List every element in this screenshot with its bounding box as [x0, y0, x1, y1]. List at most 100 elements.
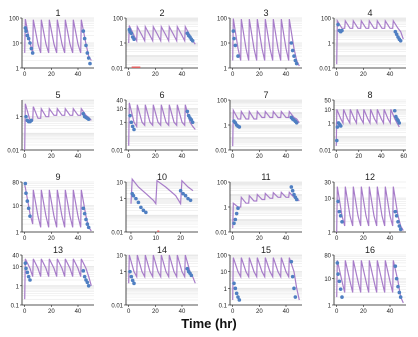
observed-point [293, 295, 298, 299]
observed-point [128, 113, 132, 118]
observed-point [28, 278, 32, 282]
model-line [336, 186, 404, 233]
y-tick-label: 1 [224, 206, 228, 212]
observed-point [24, 114, 28, 119]
y-tick-label: 0.01 [111, 231, 123, 237]
y-tick-label: 100 [321, 17, 332, 23]
observed-point [398, 38, 403, 43]
y-tick-label: 1 [224, 287, 228, 293]
observed-point [231, 29, 236, 33]
x-tick-label: 0 [23, 236, 27, 242]
x-tick-label: 10 [152, 236, 159, 242]
observed-point [189, 273, 194, 278]
observed-point [237, 298, 242, 302]
y-tick-label: 40 [12, 254, 19, 260]
x-tick-label: 40 [378, 154, 385, 160]
x-tick-label: 0 [127, 154, 131, 160]
y-tick-label: 10 [324, 197, 331, 203]
model-line [130, 177, 194, 206]
observed-point [393, 264, 398, 268]
panel-title: 7 [263, 90, 268, 100]
x-tick-label: 40 [387, 72, 394, 78]
observed-point [84, 43, 88, 48]
observed-point [130, 278, 135, 283]
y-tick-label: 10 [220, 270, 227, 276]
panel-title: 3 [263, 8, 268, 18]
observed-point [25, 199, 30, 203]
observed-point [86, 117, 91, 122]
x-tick-label: 40 [283, 154, 290, 160]
panel-15: 15 0.1 1 10 100 0 20 40 [217, 245, 302, 315]
model-line [335, 109, 400, 146]
model-line [232, 257, 300, 301]
observed-point [25, 33, 30, 38]
x-tick-label: 60 [400, 154, 407, 160]
y-tick-label: 1 [16, 115, 20, 121]
x-tick-label: 0 [129, 236, 133, 242]
panel-title: 8 [367, 90, 372, 100]
x-tick-label: 40 [75, 154, 82, 160]
observed-point [338, 124, 343, 128]
y-tick-label: 10 [324, 277, 331, 283]
panel-title: 5 [55, 90, 60, 100]
observed-point [28, 41, 32, 45]
x-tick-label: 20 [152, 154, 159, 160]
y-tick-label: 1 [224, 67, 228, 73]
panel-title: 15 [261, 245, 271, 255]
model-line [128, 102, 196, 146]
x-tick-label: 0 [23, 72, 27, 78]
observed-point [81, 269, 86, 273]
x-tick-label: 20 [48, 236, 55, 242]
observed-point [24, 191, 28, 195]
panel-16: 16 1 10 80 0 20 40 [324, 245, 406, 315]
y-tick-label: 0.01 [319, 149, 331, 155]
x-tick-label: 0 [23, 309, 27, 315]
below-loq-marker [157, 230, 160, 232]
x-tick-label: 0 [231, 72, 235, 78]
observed-point [85, 51, 90, 55]
observed-point [181, 191, 185, 196]
y-tick-label: 10 [220, 42, 227, 48]
observed-point [132, 37, 136, 42]
x-tick-label: 0 [335, 309, 339, 315]
observed-point [397, 224, 402, 228]
observed-point [136, 200, 141, 205]
x-tick-label: 40 [179, 154, 186, 160]
y-tick-label: 1 [224, 124, 228, 130]
y-tick-label: 100 [217, 181, 228, 187]
y-tick-label: 40 [116, 99, 123, 105]
x-tick-label: 40 [75, 309, 82, 315]
observed-point [26, 274, 31, 279]
panel-title: 9 [55, 172, 60, 182]
x-tick-label: 40 [283, 309, 290, 315]
model-line [24, 185, 92, 232]
y-tick-label: 0.1 [11, 304, 20, 310]
observed-point [292, 192, 296, 197]
observed-point [139, 205, 143, 210]
observed-point [131, 193, 136, 198]
x-tick-label: 0 [335, 72, 339, 78]
observed-point [233, 217, 238, 222]
observed-point [26, 36, 31, 41]
panel-6: 6 0.01 1 10 40 0 20 40 [111, 90, 198, 160]
observed-point [237, 125, 242, 129]
observed-point [129, 120, 134, 125]
observed-point [86, 283, 91, 288]
x-tick-label: 20 [256, 72, 263, 78]
x-tick-label: 20 [48, 309, 55, 315]
observed-point [338, 214, 343, 218]
observed-point [232, 221, 236, 226]
model-line [232, 107, 300, 147]
observed-point [23, 181, 28, 186]
x-tick-label: 20 [48, 72, 55, 78]
observed-point [236, 54, 240, 58]
observed-point [396, 284, 400, 289]
observed-point [236, 206, 240, 211]
x-tick-label: 20 [152, 309, 159, 315]
observed-point [234, 291, 239, 296]
panel-5: 5 0.01 1 0 20 40 [7, 90, 94, 160]
observed-point [185, 109, 190, 114]
observed-point [81, 111, 86, 116]
model-line [24, 103, 92, 151]
observed-point [178, 188, 183, 193]
